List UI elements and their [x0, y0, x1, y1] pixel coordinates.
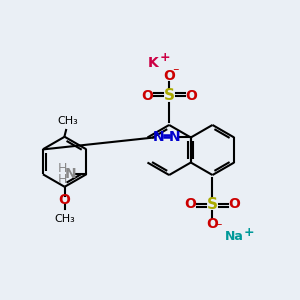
Text: S: S — [164, 88, 175, 103]
Text: O: O — [141, 88, 153, 103]
Text: CH₃: CH₃ — [54, 214, 75, 224]
Text: Na: Na — [225, 230, 244, 243]
Text: O: O — [163, 69, 175, 83]
Text: +: + — [244, 226, 255, 239]
Text: N: N — [64, 167, 76, 181]
Text: H: H — [58, 173, 68, 186]
Text: N: N — [169, 130, 180, 145]
Text: +: + — [159, 51, 170, 64]
Text: S: S — [207, 197, 218, 212]
Text: ⁻: ⁻ — [216, 220, 222, 234]
Text: O: O — [185, 88, 197, 103]
Text: O: O — [59, 193, 70, 207]
Text: N: N — [153, 130, 164, 145]
Text: CH₃: CH₃ — [57, 116, 78, 126]
Text: K: K — [148, 56, 158, 70]
Text: ⁻: ⁻ — [172, 66, 179, 80]
Text: O: O — [229, 197, 241, 212]
Text: O: O — [207, 217, 218, 231]
Text: O: O — [184, 197, 196, 212]
Text: H: H — [58, 163, 68, 176]
